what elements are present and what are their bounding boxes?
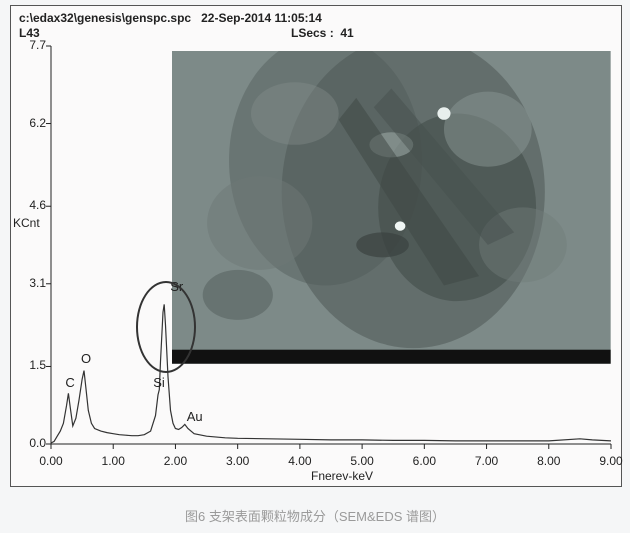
peak-label-o: O bbox=[81, 351, 91, 366]
peak-label-c: C bbox=[65, 375, 74, 390]
figure-panel: c:\edax32\genesis\genspc.spc 22-Sep-2014… bbox=[10, 5, 622, 487]
peak-label-au: Au bbox=[187, 409, 203, 424]
sr-peak-ellipse bbox=[136, 281, 196, 373]
figure-caption: 图6 支架表面颗粒物成分（SEM&EDS 谱图） bbox=[0, 506, 630, 525]
figure-container: c:\edax32\genesis\genspc.spc 22-Sep-2014… bbox=[0, 0, 630, 533]
peak-label-si: Si bbox=[153, 375, 165, 390]
spectrum-svg bbox=[11, 6, 621, 486]
